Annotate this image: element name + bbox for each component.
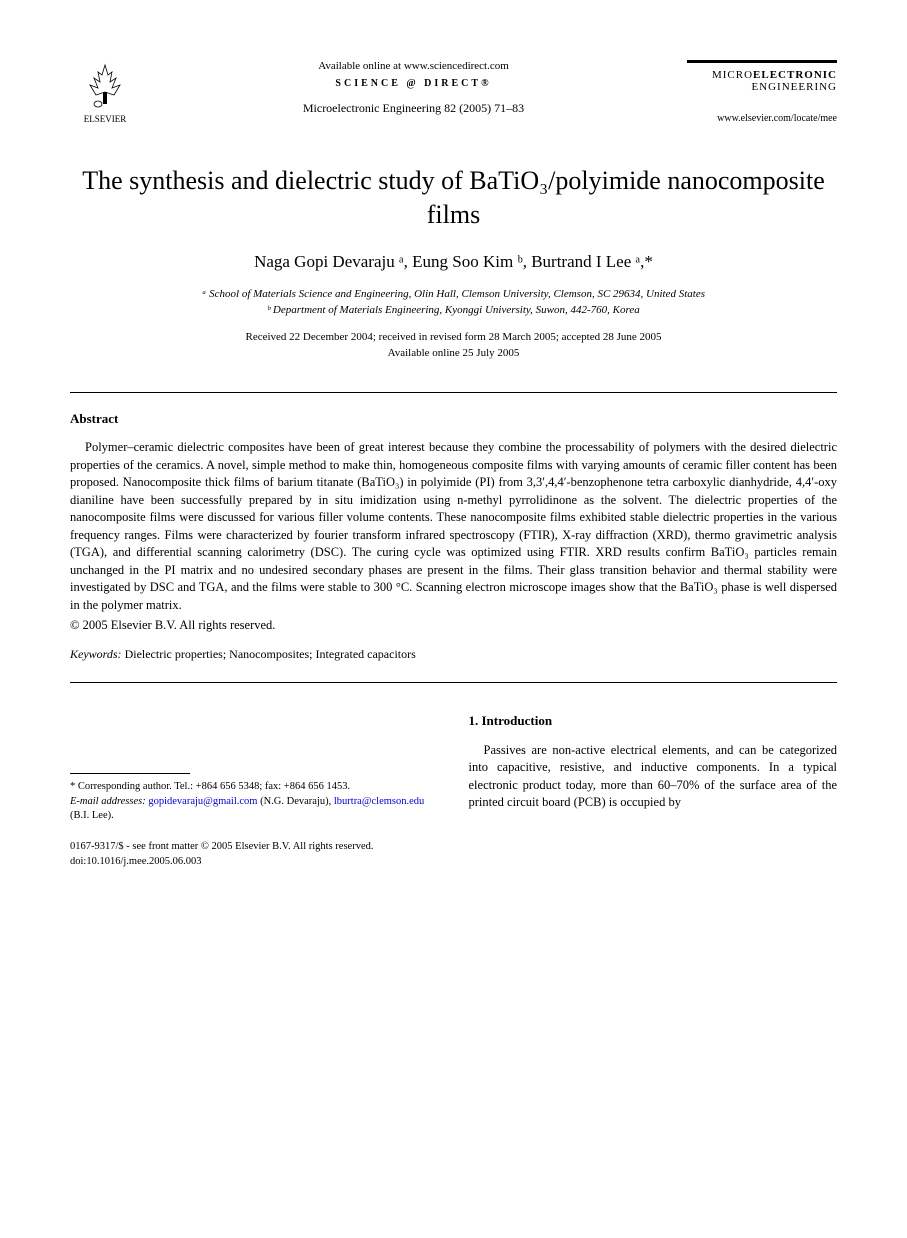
footer-doi: doi:10.1016/j.mee.2005.06.003 [70,855,837,870]
keywords-line: Keywords: Dielectric properties; Nanocom… [70,647,837,662]
footnote-rule [70,773,190,774]
divider-line-2 [70,682,837,683]
abstract-text: Polymer–ceramic dielectric composites ha… [70,439,837,614]
corresponding-text: * Corresponding author. Tel.: +864 656 5… [70,780,439,795]
journal-name-part3: ENGINEERING [751,81,837,93]
journal-bar-icon [687,60,837,63]
abstract-copyright: © 2005 Elsevier B.V. All rights reserved… [70,618,837,633]
email-1-name: (N.G. Devaraju), [260,796,331,807]
footer-issn: 0167-9317/$ - see front matter © 2005 El… [70,840,837,855]
article-dates: Received 22 December 2004; received in r… [70,329,837,362]
dates-received: Received 22 December 2004; received in r… [70,329,837,346]
corresponding-author-footnote: * Corresponding author. Tel.: +864 656 5… [70,780,439,824]
email-line: E-mail addresses: gopidevaraju@gmail.com… [70,795,439,824]
dates-online: Available online 25 July 2005 [70,345,837,362]
journal-name-part2: ELECTRONIC [753,69,837,81]
affiliation-b: ᵇ Department of Materials Engineering, K… [70,302,837,319]
journal-logo-block: MICROELECTRONIC ENGINEERING www.elsevier… [687,60,837,124]
email-2[interactable]: lburtra@clemson.edu [334,796,424,807]
journal-name-part1: MICRO [712,69,753,81]
affiliations: ᵃ School of Materials Science and Engine… [70,286,837,319]
available-online-text: Available online at www.sciencedirect.co… [160,60,667,72]
authors-list: Naga Gopi Devaraju ᵃ, Eung Soo Kim ᵇ, Bu… [70,252,837,272]
email-label: E-mail addresses: [70,796,146,807]
article-title: The synthesis and dielectric study of Ba… [70,164,837,232]
publisher-name: ELSEVIER [70,114,140,124]
page-container: ELSEVIER Available online at www.science… [0,0,907,910]
right-column: 1. Introduction Passives are non-active … [469,713,838,824]
left-column: * Corresponding author. Tel.: +864 656 5… [70,713,439,824]
abstract-heading: Abstract [70,411,837,427]
email-1[interactable]: gopidevaraju@gmail.com [148,796,257,807]
science-direct-logo: SCIENCE @ DIRECT® [160,78,667,89]
affiliation-a: ᵃ School of Materials Science and Engine… [70,286,837,303]
elsevier-tree-icon [80,60,130,110]
two-column-layout: * Corresponding author. Tel.: +864 656 5… [70,713,837,824]
divider-line [70,392,837,393]
journal-name: MICROELECTRONIC ENGINEERING [687,69,837,93]
publisher-logo: ELSEVIER [70,60,140,124]
keywords-label: Keywords: [70,647,122,661]
center-header: Available online at www.sciencedirect.co… [140,60,687,116]
keywords-text: Dielectric properties; Nanocomposites; I… [125,647,416,661]
journal-reference: Microelectronic Engineering 82 (2005) 71… [160,101,667,116]
journal-url: www.elsevier.com/locate/mee [687,113,837,124]
introduction-heading: 1. Introduction [469,713,838,729]
email-2-name: (B.I. Lee). [70,810,114,821]
footer: 0167-9317/$ - see front matter © 2005 El… [70,840,837,869]
introduction-text: Passives are non-active electrical eleme… [469,742,838,812]
header-row: ELSEVIER Available online at www.science… [70,60,837,124]
